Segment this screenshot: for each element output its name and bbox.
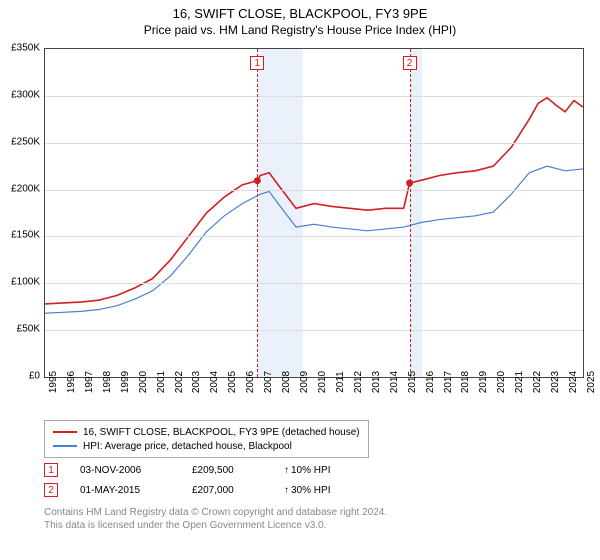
series-property [45, 98, 583, 304]
xtick-label: 1997 [84, 371, 95, 393]
sale-badge: 2 [44, 483, 58, 497]
arrow-up-icon [284, 485, 291, 496]
xtick-label: 2001 [156, 371, 167, 393]
legend: 16, SWIFT CLOSE, BLACKPOOL, FY3 9PE (det… [44, 420, 369, 458]
ytick-label: £0 [4, 371, 40, 382]
sale-delta: 30% HPI [284, 485, 330, 496]
xtick-label: 1996 [66, 371, 77, 393]
xtick-label: 1999 [120, 371, 131, 393]
sales-table: 1 03-NOV-2006 £209,500 10% HPI 2 01-MAY-… [44, 460, 330, 500]
sale-date: 03-NOV-2006 [80, 465, 170, 476]
legend-swatch [53, 445, 77, 447]
xtick-label: 2018 [460, 371, 471, 393]
marker-vline [257, 49, 258, 377]
xtick-label: 2008 [281, 371, 292, 393]
chart-container: 16, SWIFT CLOSE, BLACKPOOL, FY3 9PE Pric… [0, 0, 600, 560]
xtick-label: 2003 [191, 371, 202, 393]
xtick-label: 2025 [586, 371, 597, 393]
ytick-label: £200K [4, 183, 40, 194]
sales-row: 1 03-NOV-2006 £209,500 10% HPI [44, 460, 330, 480]
sale-date: 01-MAY-2015 [80, 485, 170, 496]
xtick-label: 2012 [353, 371, 364, 393]
ytick-label: £350K [4, 43, 40, 54]
legend-label: HPI: Average price, detached house, Blac… [83, 441, 292, 452]
ytick-label: £100K [4, 277, 40, 288]
xtick-label: 2019 [478, 371, 489, 393]
gridline [45, 96, 583, 97]
xtick-label: 1995 [48, 371, 59, 393]
xtick-label: 2023 [550, 371, 561, 393]
ytick-label: £250K [4, 136, 40, 147]
legend-item: HPI: Average price, detached house, Blac… [53, 439, 360, 453]
sale-delta: 10% HPI [284, 465, 330, 476]
xtick-label: 2013 [371, 371, 382, 393]
ytick-label: £150K [4, 230, 40, 241]
xtick-label: 2005 [227, 371, 238, 393]
page-subtitle: Price paid vs. HM Land Registry's House … [0, 21, 600, 41]
xtick-label: 2011 [335, 371, 346, 393]
xtick-label: 2015 [407, 371, 418, 393]
marker-badge: 1 [250, 56, 264, 70]
chart-plot-area: 12 [44, 48, 584, 378]
gridline [45, 143, 583, 144]
xtick-label: 2020 [496, 371, 507, 393]
sale-badge: 1 [44, 463, 58, 477]
footer-line: Contains HM Land Registry data © Crown c… [44, 506, 387, 519]
gridline [45, 190, 583, 191]
xtick-label: 2022 [532, 371, 543, 393]
xtick-label: 2021 [514, 371, 525, 393]
footer-line: This data is licensed under the Open Gov… [44, 519, 387, 532]
gridline [45, 283, 583, 284]
xtick-label: 2017 [443, 371, 454, 393]
ytick-label: £300K [4, 89, 40, 100]
marker-badge: 2 [403, 56, 417, 70]
xtick-label: 2024 [568, 371, 579, 393]
chart-lines-svg [45, 49, 583, 377]
gridline [45, 236, 583, 237]
gridline [45, 330, 583, 331]
marker-vline [410, 49, 411, 377]
legend-swatch [53, 431, 77, 433]
xtick-label: 1998 [102, 371, 113, 393]
xtick-label: 2004 [209, 371, 220, 393]
legend-label: 16, SWIFT CLOSE, BLACKPOOL, FY3 9PE (det… [83, 427, 360, 438]
legend-item: 16, SWIFT CLOSE, BLACKPOOL, FY3 9PE (det… [53, 425, 360, 439]
arrow-up-icon [284, 465, 291, 476]
sales-row: 2 01-MAY-2015 £207,000 30% HPI [44, 480, 330, 500]
xtick-label: 2010 [317, 371, 328, 393]
sale-price: £209,500 [192, 465, 262, 476]
page-title: 16, SWIFT CLOSE, BLACKPOOL, FY3 9PE [0, 0, 600, 21]
xtick-label: 2000 [138, 371, 149, 393]
ytick-label: £50K [4, 324, 40, 335]
footer: Contains HM Land Registry data © Crown c… [44, 506, 387, 532]
sale-price: £207,000 [192, 485, 262, 496]
xtick-label: 2014 [389, 371, 400, 393]
xtick-label: 2006 [245, 371, 256, 393]
xtick-label: 2002 [174, 371, 185, 393]
xtick-label: 2016 [425, 371, 436, 393]
xtick-label: 2007 [263, 371, 274, 393]
xtick-label: 2009 [299, 371, 310, 393]
